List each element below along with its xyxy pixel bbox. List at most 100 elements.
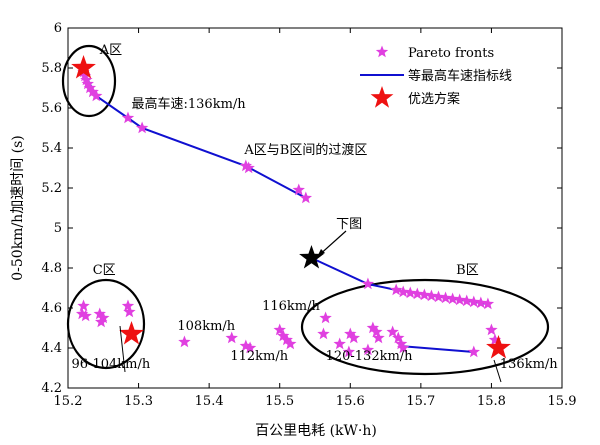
pareto-point bbox=[386, 325, 399, 338]
pareto-point bbox=[370, 325, 383, 338]
annotation: 下图 bbox=[336, 217, 362, 232]
legend-marker-pareto bbox=[375, 45, 389, 58]
optimal-star bbox=[119, 321, 144, 345]
arrow-136 bbox=[493, 359, 502, 383]
y-tick-label: 6 bbox=[54, 21, 62, 36]
pareto-point bbox=[361, 343, 375, 356]
pareto-point bbox=[347, 331, 360, 344]
watermark: 知乎 @张抗抗 bbox=[495, 416, 590, 434]
pareto-point bbox=[432, 290, 445, 303]
reference-star bbox=[299, 245, 324, 269]
pareto-point bbox=[397, 341, 410, 354]
pareto-point bbox=[75, 307, 89, 320]
annotation: 112km/h bbox=[230, 349, 288, 364]
pareto-point bbox=[243, 341, 257, 354]
y-tick-label: 5.4 bbox=[41, 141, 62, 156]
pareto-point bbox=[481, 297, 495, 310]
pareto-point bbox=[418, 288, 431, 301]
y-tick-label: 5.2 bbox=[41, 181, 62, 196]
annotation: A区 bbox=[99, 43, 122, 58]
region-a-ellipse bbox=[61, 44, 117, 118]
x-tick-label: 15.5 bbox=[265, 394, 294, 409]
pareto-point bbox=[242, 161, 255, 174]
pareto-point bbox=[394, 337, 408, 350]
legend-entry: Pareto fronts bbox=[408, 46, 494, 61]
pareto-point bbox=[474, 296, 488, 309]
pareto-point bbox=[467, 345, 480, 358]
pareto-point bbox=[425, 289, 438, 302]
pareto-point bbox=[225, 331, 238, 344]
pareto-point bbox=[344, 327, 357, 340]
pareto-point bbox=[453, 293, 466, 306]
pareto-point bbox=[78, 69, 92, 82]
pareto-point bbox=[97, 311, 110, 324]
plot-frame bbox=[67, 27, 563, 389]
annotation: 108km/h bbox=[177, 319, 235, 334]
pareto-point bbox=[411, 287, 424, 300]
pareto-point bbox=[488, 333, 502, 346]
pareto-point bbox=[93, 307, 106, 320]
x-tick-label: 15.3 bbox=[124, 394, 153, 409]
y-tick-label: 5 bbox=[54, 221, 62, 236]
pareto-point bbox=[372, 331, 385, 344]
annotation: 120-132km/h bbox=[326, 349, 414, 364]
optimal-star bbox=[71, 55, 96, 79]
annotation: C区 bbox=[93, 263, 116, 278]
pareto-point bbox=[284, 337, 297, 350]
pareto-point bbox=[121, 299, 135, 312]
pareto-point bbox=[80, 73, 93, 86]
pareto-point bbox=[333, 337, 346, 350]
region-ellipses bbox=[61, 44, 550, 376]
pareto-point bbox=[404, 286, 417, 299]
pareto-point bbox=[299, 191, 313, 204]
annotation: 136km/h bbox=[500, 357, 558, 372]
pareto-point bbox=[178, 335, 191, 348]
pareto-point bbox=[317, 327, 330, 340]
iso-speed-line bbox=[399, 345, 474, 353]
annotation: B区 bbox=[456, 263, 479, 278]
pareto-point bbox=[81, 77, 94, 90]
y-axis-label: 0-50km/h加速时间 (s) bbox=[10, 135, 26, 281]
arrow-c bbox=[119, 325, 126, 373]
pareto-point bbox=[366, 321, 380, 334]
annotation: 96-104km/h bbox=[72, 357, 151, 372]
pareto-point bbox=[123, 305, 136, 318]
pareto-point bbox=[446, 292, 459, 305]
region-c-ellipse bbox=[66, 278, 146, 370]
region-b-ellipse bbox=[300, 278, 550, 376]
annotation: A区与B区间的过渡区 bbox=[243, 142, 367, 158]
y-tick-label: 5.8 bbox=[41, 61, 62, 76]
axes: 15.2 15.3 15.4 15.5 15.6 15.7 15.8 15.9 4.2 4.4 4.… bbox=[41, 21, 576, 409]
pareto-point bbox=[439, 291, 452, 304]
y-tick-label: 4.6 bbox=[41, 301, 62, 316]
pareto-point bbox=[86, 85, 99, 98]
pareto-point bbox=[277, 329, 290, 342]
legend-entry: 优选方案 bbox=[408, 91, 460, 107]
x-tick-label: 15.7 bbox=[406, 394, 435, 409]
pareto-point bbox=[361, 277, 375, 290]
pareto-point bbox=[319, 311, 332, 324]
pareto-point bbox=[397, 285, 410, 298]
x-tick-label: 15.4 bbox=[195, 394, 224, 409]
pareto-point bbox=[77, 299, 90, 312]
y-tick-label: 4.2 bbox=[41, 381, 62, 396]
x-axis-label: 百公里电耗 (kW·h) bbox=[255, 423, 377, 439]
optimal-markers bbox=[71, 55, 511, 359]
y-tick-label: 4.8 bbox=[41, 261, 62, 276]
iso-speed-line bbox=[82, 71, 307, 199]
pareto-point bbox=[90, 89, 103, 102]
optimal-star bbox=[486, 335, 511, 359]
x-tick-label: 15.9 bbox=[548, 394, 577, 409]
annotation: 最高车速:136km/h bbox=[132, 96, 247, 112]
arrow-head bbox=[317, 249, 325, 257]
pareto-point bbox=[121, 111, 135, 124]
pareto-point bbox=[392, 331, 405, 344]
x-tick-label: 15.6 bbox=[336, 394, 365, 409]
y-tick-label: 5.6 bbox=[41, 101, 62, 116]
pareto-point bbox=[342, 345, 356, 358]
pareto-point bbox=[460, 294, 473, 307]
pareto-point bbox=[467, 295, 480, 308]
pareto-point bbox=[280, 333, 293, 346]
